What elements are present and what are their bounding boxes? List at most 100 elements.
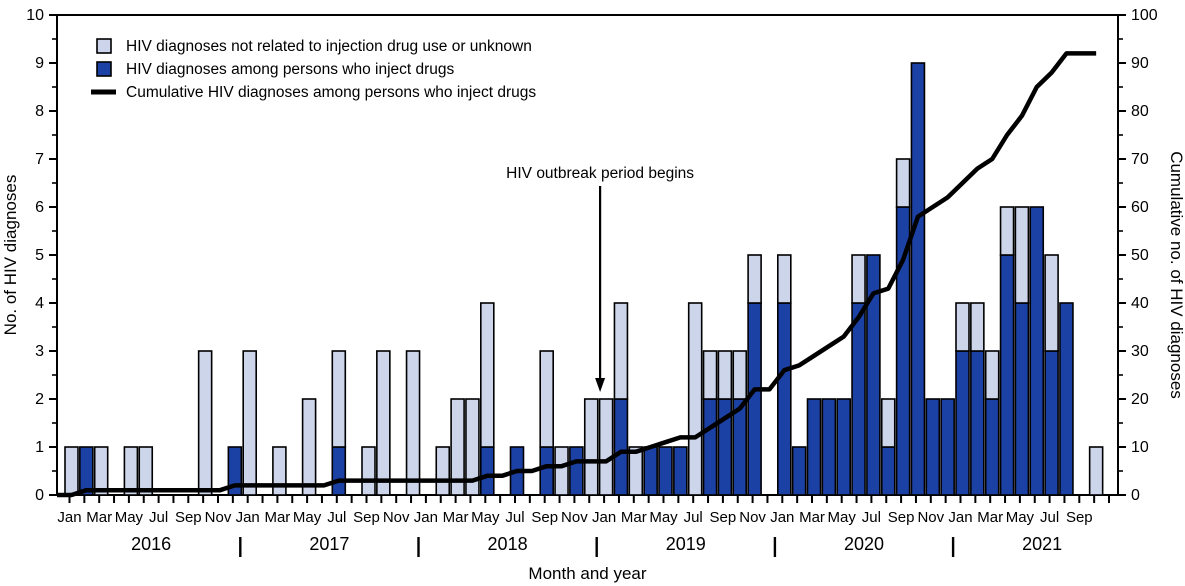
- month-label: Mar: [86, 509, 112, 526]
- month-label: Jan: [57, 509, 81, 526]
- month-label: May: [293, 509, 322, 526]
- month-label: Nov: [739, 509, 766, 526]
- bar-other-2020-01: [776, 254, 792, 304]
- month-label: Jul: [327, 509, 346, 526]
- bar-other-2021-01: [955, 302, 970, 352]
- bar-pwid-2020-06: [851, 302, 866, 496]
- bar-other-2018-04: [465, 398, 480, 496]
- bar-other-2019-09: [717, 350, 733, 400]
- month-label: Sep: [175, 509, 202, 526]
- left-axis-tick-label: 2: [35, 391, 44, 408]
- left-axis-title: No. of HIV diagnoses: [1, 175, 20, 336]
- bar-pwid-2017-07: [331, 446, 347, 496]
- right-axis-tick-label: 70: [1131, 151, 1149, 168]
- bar-other-2017-12: [405, 350, 421, 496]
- bar-other-2018-03: [450, 398, 465, 496]
- bar-pwid-2021-08: [1059, 302, 1074, 496]
- bar-pwid-2020-07: [866, 254, 881, 496]
- right-axis-tick-label: 20: [1131, 391, 1149, 408]
- bar-pwid-2018-09: [539, 446, 555, 496]
- bar-other-2019-07: [687, 302, 703, 496]
- month-label: Jan: [770, 509, 794, 526]
- bar-other-2021-02: [970, 302, 985, 352]
- legend: HIV diagnoses not related to injection d…: [91, 38, 536, 101]
- right-axis-tick-label: 60: [1131, 199, 1149, 216]
- x-axis-title: Month and year: [528, 564, 646, 583]
- month-label: Nov: [383, 509, 410, 526]
- right-axis-tick-label: 100: [1131, 7, 1158, 24]
- left-axis-tick-label: 0: [35, 487, 44, 504]
- month-label: May: [649, 509, 678, 526]
- bar-other-2020-06: [851, 254, 866, 304]
- bar-pwid-2020-08: [880, 446, 896, 496]
- bar-pwid-2020-05: [836, 398, 852, 496]
- bar-other-2016-05: [123, 446, 139, 496]
- bar-pwid-2020-02: [791, 446, 807, 496]
- bar-other-2021-10: [1088, 446, 1104, 496]
- left-axis-tick-label: 8: [35, 103, 44, 120]
- bar-other-2018-02: [435, 446, 451, 496]
- bar-other-2019-01: [598, 398, 614, 496]
- year-label: 2017: [309, 534, 349, 554]
- year-label: 2016: [131, 534, 171, 554]
- bar-pwid-2020-12: [940, 398, 955, 496]
- month-label: Jan: [948, 509, 972, 526]
- month-label: Mar: [443, 509, 469, 526]
- month-label: Jul: [149, 509, 168, 526]
- bar-pwid-2021-06: [1029, 206, 1045, 496]
- month-label: Sep: [531, 509, 558, 526]
- legend-label: Cumulative HIV diagnoses among persons w…: [126, 84, 536, 101]
- bar-other-2021-05: [1014, 206, 1030, 304]
- month-label: Jan: [414, 509, 438, 526]
- month-label: May: [828, 509, 857, 526]
- bar-pwid-2019-02: [613, 398, 629, 496]
- bar-other-2020-08: [880, 398, 896, 448]
- month-label: May: [471, 509, 500, 526]
- month-label: Mar: [799, 509, 825, 526]
- bar-pwid-2021-07: [1044, 350, 1059, 496]
- bar-other-2018-05: [479, 302, 495, 448]
- month-label: Jul: [505, 509, 524, 526]
- month-label: Mar: [264, 509, 290, 526]
- bar-other-2019-02: [613, 302, 629, 400]
- bar-other-2017-01: [242, 350, 257, 496]
- bar-other-2019-10: [732, 350, 748, 400]
- bar-other-2018-10: [554, 446, 569, 496]
- month-label: Jul: [684, 509, 703, 526]
- month-label: Jul: [1040, 509, 1059, 526]
- bar-other-2017-09: [361, 446, 376, 496]
- bar-pwid-2020-01: [776, 302, 792, 496]
- month-label: Jul: [862, 509, 881, 526]
- bar-other-2017-03: [272, 446, 287, 496]
- bar-pwid-2020-11: [925, 398, 941, 496]
- bar-pwid-2018-11: [569, 446, 584, 496]
- bar-pwid-2019-05: [658, 446, 673, 496]
- bar-other-2021-03: [984, 350, 1000, 400]
- month-label: Nov: [917, 509, 944, 526]
- bar-other-2019-08: [702, 350, 718, 400]
- bar-pwid-2020-10: [910, 62, 926, 496]
- month-label: May: [1006, 509, 1035, 526]
- month-label: Mar: [621, 509, 647, 526]
- right-axis-tick-label: 80: [1131, 103, 1149, 120]
- legend-swatch-dark-square: [96, 61, 112, 77]
- year-label: 2020: [844, 534, 884, 554]
- bars: [64, 62, 1104, 496]
- month-label: Nov: [205, 509, 232, 526]
- bar-pwid-2016-12: [227, 446, 243, 496]
- bar-pwid-2021-05: [1014, 302, 1030, 496]
- legend-swatch-light-square: [96, 38, 112, 54]
- bar-pwid-2019-08: [702, 398, 718, 496]
- month-label: Sep: [353, 509, 380, 526]
- right-axis-tick-label: 10: [1131, 439, 1149, 456]
- bar-pwid-2021-02: [970, 350, 985, 496]
- left-axis-tick-label: 9: [35, 55, 44, 72]
- bar-other-2021-07: [1044, 254, 1059, 352]
- month-label: Jan: [236, 509, 260, 526]
- bar-other-2017-10: [376, 350, 391, 496]
- right-axis-tick-label: 0: [1131, 487, 1140, 504]
- legend-label: HIV diagnoses not related to injection d…: [126, 38, 532, 55]
